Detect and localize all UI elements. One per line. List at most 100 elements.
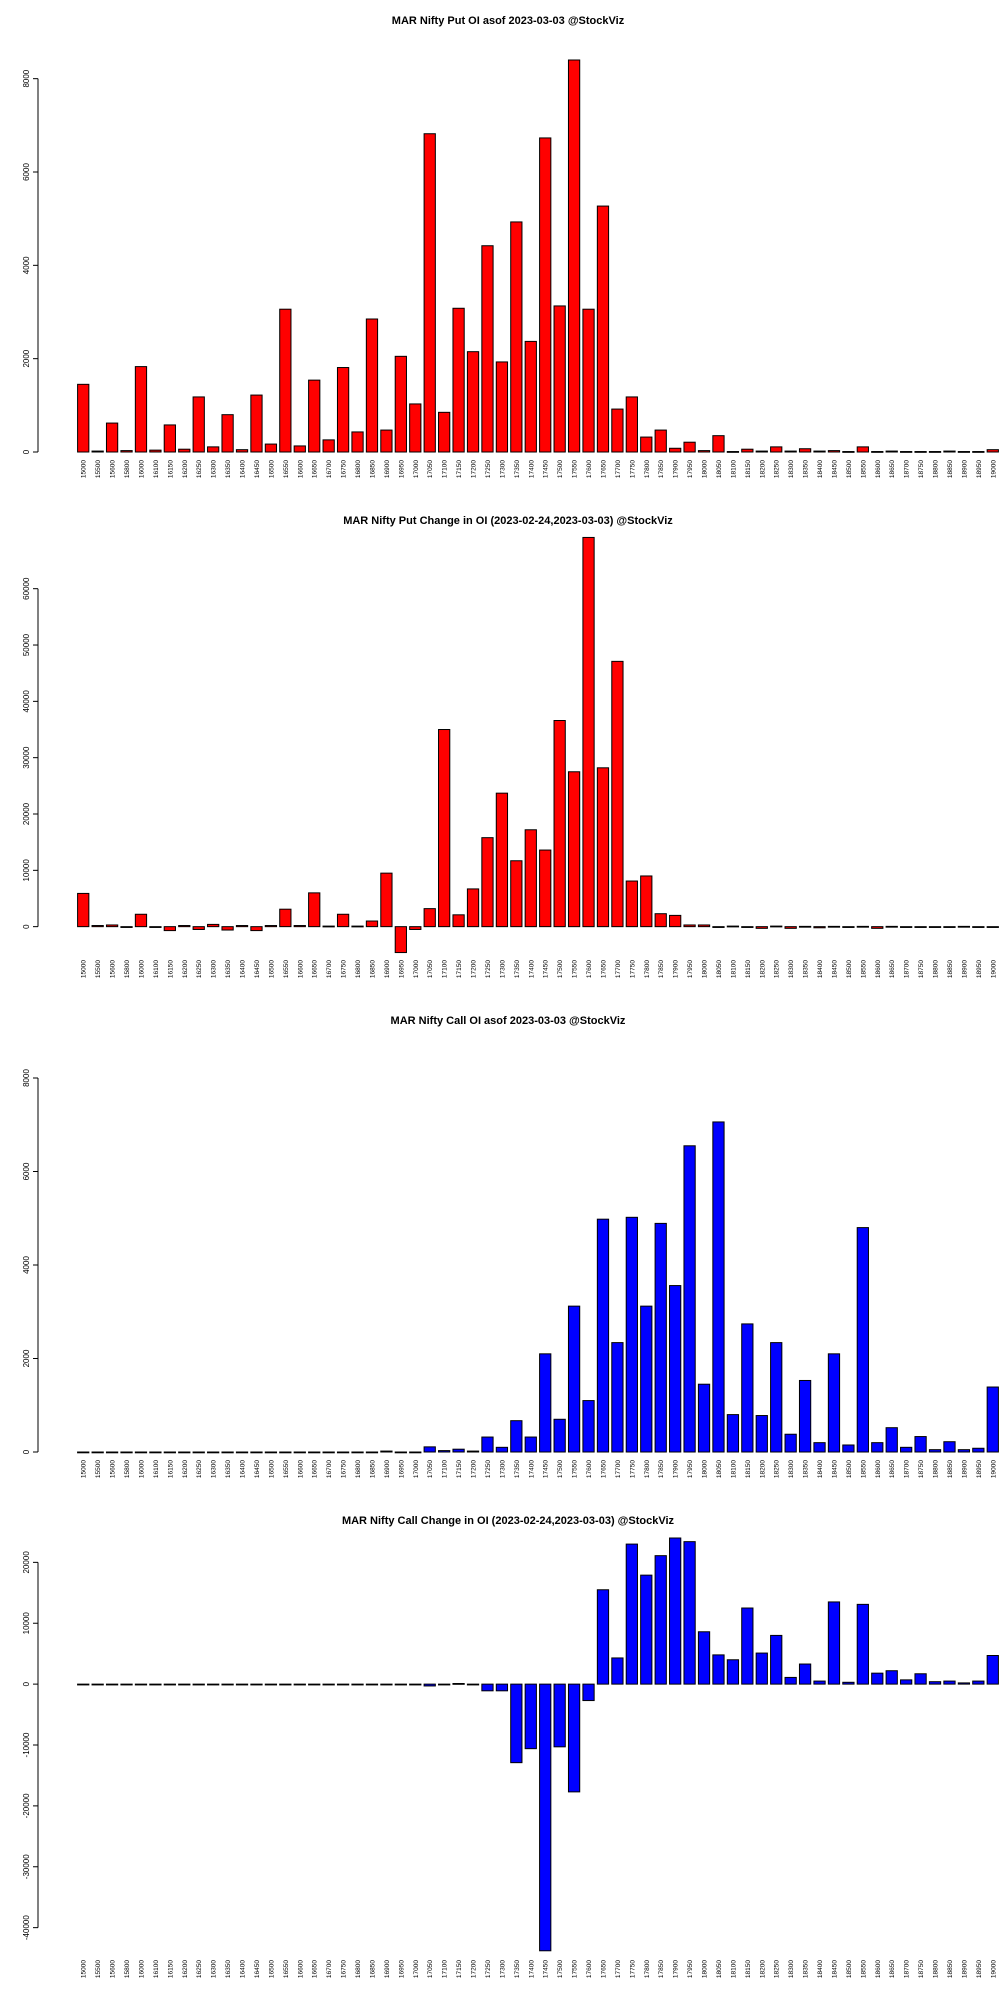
put-change-y-tick-label: 60000: [22, 577, 31, 600]
call-change-x-tick-label: 17250: [485, 1960, 492, 1978]
call-change-x-tick-label: 18800: [933, 1960, 940, 1978]
put-oi-x-tick-label: 18600: [875, 460, 882, 478]
call-change-bar-18450: [827, 1601, 841, 1685]
put-oi-bar-17450: [539, 137, 552, 453]
call-change-bar-18600: [871, 1672, 884, 1685]
call-oi-x-tick-label: 17100: [442, 1460, 449, 1478]
call-change-x-tick-label: 18100: [730, 1960, 737, 1978]
put-oi-x-tick-label: 17100: [442, 460, 449, 478]
put-change-x-tick-label: 17200: [471, 960, 478, 978]
put-change-x-tick-label: 16600: [297, 960, 304, 978]
put-oi-bar-16900: [380, 429, 393, 453]
call-change-x-tick-label: 16900: [384, 1960, 391, 1978]
call-oi-bar-17300: [495, 1446, 509, 1453]
put-change-x-tick-label: 18200: [759, 960, 766, 978]
call-oi-bar-15800: [120, 1451, 133, 1454]
put-change-y-tick-label: 10000: [22, 859, 31, 882]
put-change-bar-17950: [683, 924, 696, 928]
put-change-bar-18100: [726, 925, 740, 928]
put-oi-x-tick-label: 15000: [81, 460, 88, 478]
put-change-bar-16150: [163, 926, 176, 932]
call-oi-title: MAR Nifty Call OI asof 2023-03-03 @Stock…: [391, 1015, 626, 1027]
put-change-x-tick-label: 18850: [947, 960, 954, 978]
call-change-bar-18500: [842, 1681, 855, 1685]
call-change-bar-18100: [726, 1659, 740, 1685]
call-oi-x-tick-label: 16000: [138, 1460, 145, 1478]
call-oi-bar-17350: [510, 1420, 523, 1453]
put-oi-x-tick-label: 16500: [268, 460, 275, 478]
call-oi-bar-16150: [163, 1451, 176, 1454]
put-change-x-tick-label: 16500: [268, 960, 275, 978]
put-oi-bar-18950: [972, 451, 985, 453]
put-oi-bar-16750: [336, 367, 350, 453]
call-change-x-tick-label: 17050: [427, 1960, 434, 1978]
put-change-bar-16950: [394, 926, 407, 954]
put-oi-x-tick-label: 16900: [384, 460, 391, 478]
put-change-bar-17350: [510, 860, 523, 928]
call-oi-bar-16650: [308, 1451, 321, 1454]
put-oi-x-tick-label: 17650: [600, 460, 607, 478]
put-change-x-tick-label: 18150: [745, 960, 752, 978]
call-change-bar-18200: [755, 1652, 768, 1685]
call-oi-x-tick-label: 16550: [283, 1460, 290, 1478]
put-change-x-tick-label: 17700: [615, 960, 622, 978]
put-change-x-tick-label: 18650: [889, 960, 896, 978]
call-change-bar-16550: [279, 1683, 292, 1686]
call-change-x-tick-label: 16850: [369, 1960, 376, 1978]
call-oi-bar-17700: [611, 1342, 624, 1453]
put-change-bar-17400: [524, 829, 537, 928]
call-change-bar-16600: [293, 1683, 306, 1686]
call-oi-x-tick-label: 15600: [110, 1460, 117, 1478]
put-change-x-tick-label: 16400: [240, 960, 247, 978]
call-oi-bar-16750: [336, 1451, 350, 1454]
put-oi-bar-16800: [351, 431, 364, 453]
call-change-bar-17450: [539, 1683, 552, 1952]
call-oi-bar-18250: [770, 1342, 783, 1453]
call-change-bar-17400: [524, 1683, 537, 1750]
call-oi-x-tick-label: 15500: [95, 1460, 102, 1478]
call-change-bar-18800: [928, 1681, 942, 1685]
call-change-x-tick-label: 18600: [875, 1960, 882, 1978]
put-oi-bar-17300: [495, 361, 509, 453]
put-oi-bar-18450: [827, 450, 841, 453]
put-oi-bar-16950: [394, 355, 407, 453]
put-oi-bar-15600: [105, 422, 119, 453]
call-oi-x-tick-label: 17550: [572, 1460, 579, 1478]
put-oi-bar-19000: [986, 449, 999, 453]
put-oi-bar-16600: [293, 445, 306, 453]
call-oi-bar-16400: [235, 1451, 249, 1454]
call-oi-x-tick-label: 18450: [831, 1460, 838, 1478]
put-change-bar-17150: [452, 914, 465, 928]
call-oi-x-tick-label: 18800: [933, 1460, 940, 1478]
put-oi-x-tick-label: 16800: [355, 460, 362, 478]
put-oi-x-tick-label: 17250: [485, 460, 492, 478]
put-oi-x-tick-label: 18250: [774, 460, 781, 478]
put-change-bar-17300: [495, 792, 509, 928]
put-change-bar-18800: [928, 926, 942, 928]
put-change-x-tick-label: 16700: [326, 960, 333, 978]
put-change-bar-16350: [221, 926, 234, 931]
call-change-bar-17050: [423, 1683, 436, 1687]
put-change-bar-17000: [409, 926, 422, 930]
call-oi-bar-17000: [409, 1451, 422, 1454]
call-oi-bar-17550: [567, 1305, 581, 1453]
put-oi-bar-18150: [741, 448, 754, 453]
call-oi-bar-18050: [712, 1121, 725, 1453]
call-oi-x-tick-label: 18550: [860, 1460, 867, 1478]
call-oi-x-tick-label: 18650: [889, 1460, 896, 1478]
put-change-x-tick-label: 18950: [976, 960, 983, 978]
call-change-bar-18400: [813, 1680, 826, 1685]
call-oi-x-tick-label: 16950: [398, 1460, 405, 1478]
call-oi-bar-19000: [986, 1386, 999, 1453]
put-change-bar-16100: [149, 926, 162, 928]
call-oi-x-tick-label: 17200: [471, 1460, 478, 1478]
put-change-x-tick-label: 17050: [427, 960, 434, 978]
put-change-bar-15500: [91, 925, 104, 928]
put-change-bar-16650: [308, 892, 321, 928]
call-oi-x-tick-label: 18050: [716, 1460, 723, 1478]
call-change-x-tick-label: 16000: [138, 1960, 145, 1978]
call-change-x-tick-label: 18400: [817, 1960, 824, 1978]
put-oi-bar-18900: [957, 451, 971, 453]
put-change-bar-17700: [611, 660, 624, 928]
put-oi-bar-18350: [798, 448, 812, 453]
